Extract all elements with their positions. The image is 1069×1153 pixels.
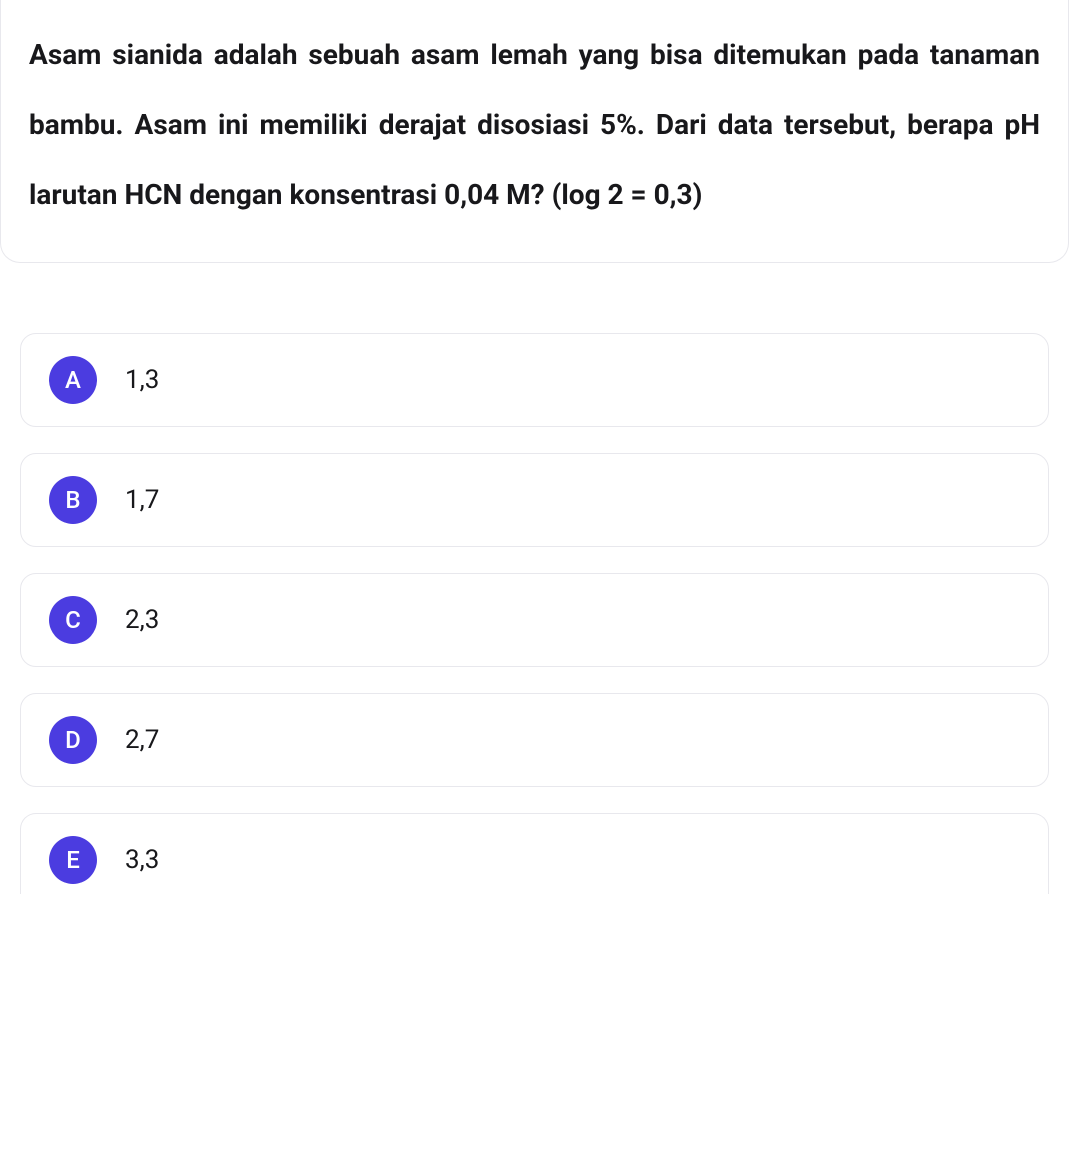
- option-text-c: 2,3: [125, 605, 159, 635]
- option-e[interactable]: E 3,3: [20, 813, 1049, 894]
- option-badge-d: D: [49, 716, 97, 764]
- option-badge-e: E: [49, 836, 97, 884]
- option-b[interactable]: B 1,7: [20, 453, 1049, 547]
- option-text-a: 1,3: [125, 365, 159, 395]
- option-text-d: 2,7: [125, 725, 159, 755]
- options-container: A 1,3 B 1,7 C 2,3 D 2,7 E 3,3: [0, 333, 1069, 894]
- option-badge-a: A: [49, 356, 97, 404]
- option-text-e: 3,3: [125, 845, 159, 875]
- option-text-b: 1,7: [125, 485, 159, 515]
- question-container: Asam sianida adalah sebuah asam lemah ya…: [0, 0, 1069, 263]
- option-a[interactable]: A 1,3: [20, 333, 1049, 427]
- option-badge-c: C: [49, 596, 97, 644]
- option-c[interactable]: C 2,3: [20, 573, 1049, 667]
- question-text: Asam sianida adalah sebuah asam lemah ya…: [29, 20, 1040, 230]
- option-d[interactable]: D 2,7: [20, 693, 1049, 787]
- option-badge-b: B: [49, 476, 97, 524]
